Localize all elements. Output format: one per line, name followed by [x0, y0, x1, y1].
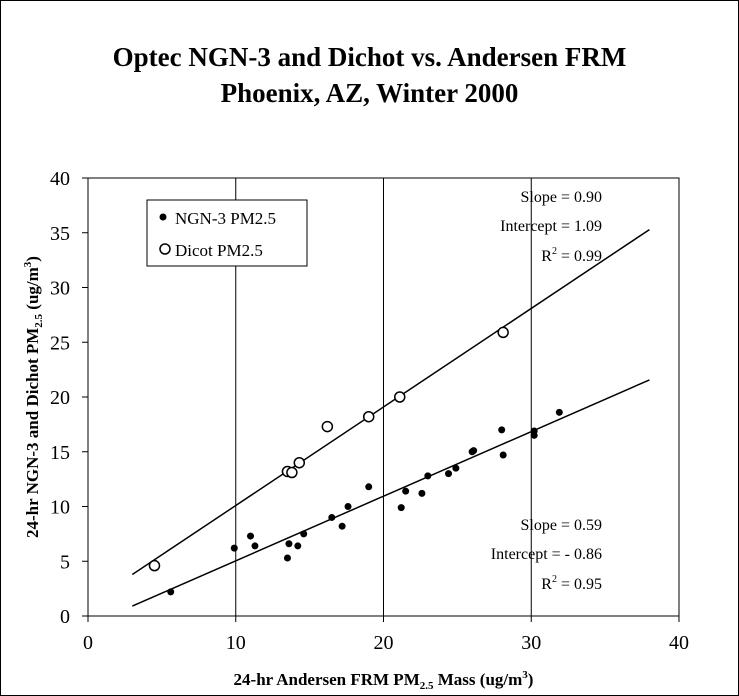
ngn3-point: [167, 588, 175, 596]
x-tick-label: 40: [669, 632, 689, 654]
dicot-point: [497, 326, 509, 339]
x-tick-label: 0: [83, 632, 93, 654]
ngn3-point: [498, 426, 506, 434]
y-tick-label: 10: [50, 497, 70, 519]
legend: NGN-3 PM2.5 Dicot PM2.5: [146, 199, 308, 267]
ngn3-point: [470, 447, 478, 455]
y-tick-label: 30: [50, 278, 70, 300]
ngn3-point: [499, 451, 507, 459]
ngn3-point: [294, 542, 302, 550]
ngn3-annotation-r2: R2 = 0.95: [541, 574, 602, 593]
x-tick-label: 20: [374, 632, 394, 654]
x-axis-label: 24-hr Andersen FRM PM2.5 Mass (ug/m3): [234, 669, 534, 692]
y-tick-label: 15: [50, 442, 70, 464]
legend-box: [146, 199, 308, 267]
ngn3-annotation-intercept: Intercept = - 0.86: [491, 546, 602, 563]
y-tick-label: 5: [60, 551, 70, 573]
ngn3-point: [251, 542, 259, 550]
ngn3-point: [344, 503, 352, 510]
ngn3-point: [230, 544, 238, 552]
legend-marker-ngn3: [159, 213, 167, 221]
x-tick-label: 10: [226, 632, 246, 654]
dicot-annotation-r2: R2 = 0.99: [541, 246, 602, 265]
dicot-annotation-slope: Slope = 0.90: [521, 189, 602, 206]
ngn3-point: [445, 470, 453, 478]
ngn3-annotation-slope: Slope = 0.59: [521, 517, 602, 534]
ngn3-point: [424, 472, 432, 480]
ngn3-point: [247, 532, 255, 540]
y-tick-label: 0: [60, 606, 70, 628]
y-tick-label: 40: [50, 168, 70, 190]
dicot-point: [286, 466, 298, 479]
y-axis-label: 24-hr NGN-3 and Dichot PM2.5 (ug/m3): [22, 256, 45, 538]
y-tick-label: 25: [50, 332, 70, 354]
ngn3-point: [452, 464, 460, 472]
dicot-point: [321, 420, 334, 433]
ngn3-point: [418, 489, 426, 497]
ngn3-point: [328, 513, 336, 521]
x-tick-label: 30: [521, 632, 541, 654]
legend-marker-dicot: [159, 243, 171, 255]
ngn3-point: [530, 431, 538, 439]
y-tick-label: 35: [50, 223, 70, 245]
chart-title-line1: Optec NGN-3 and Dichot vs. Andersen FRM: [112, 42, 627, 72]
legend-label-dicot: Dicot PM2.5: [175, 241, 263, 260]
dicot-point: [394, 391, 406, 403]
ngn3-point: [397, 504, 405, 512]
ngn3-point: [338, 522, 346, 530]
dicot-point: [293, 456, 306, 469]
fit-line-ngn3: [132, 379, 650, 607]
dicot-point: [362, 410, 375, 423]
ngn3-point: [402, 487, 410, 495]
ngn3-point: [300, 530, 308, 538]
dicot-annotation-intercept: Intercept = 1.09: [500, 218, 602, 235]
dicot-point: [148, 559, 161, 572]
ngn3-point: [285, 540, 293, 548]
y-tick-label: 20: [50, 387, 70, 409]
ngn3-point: [283, 554, 291, 562]
ngn3-point: [365, 483, 373, 491]
chart-title-line2: Phoenix, AZ, Winter 2000: [220, 78, 519, 108]
fit-line-dicot: [131, 228, 650, 576]
ngn3-point: [555, 408, 563, 416]
legend-label-ngn3: NGN-3 PM2.5: [175, 209, 276, 228]
